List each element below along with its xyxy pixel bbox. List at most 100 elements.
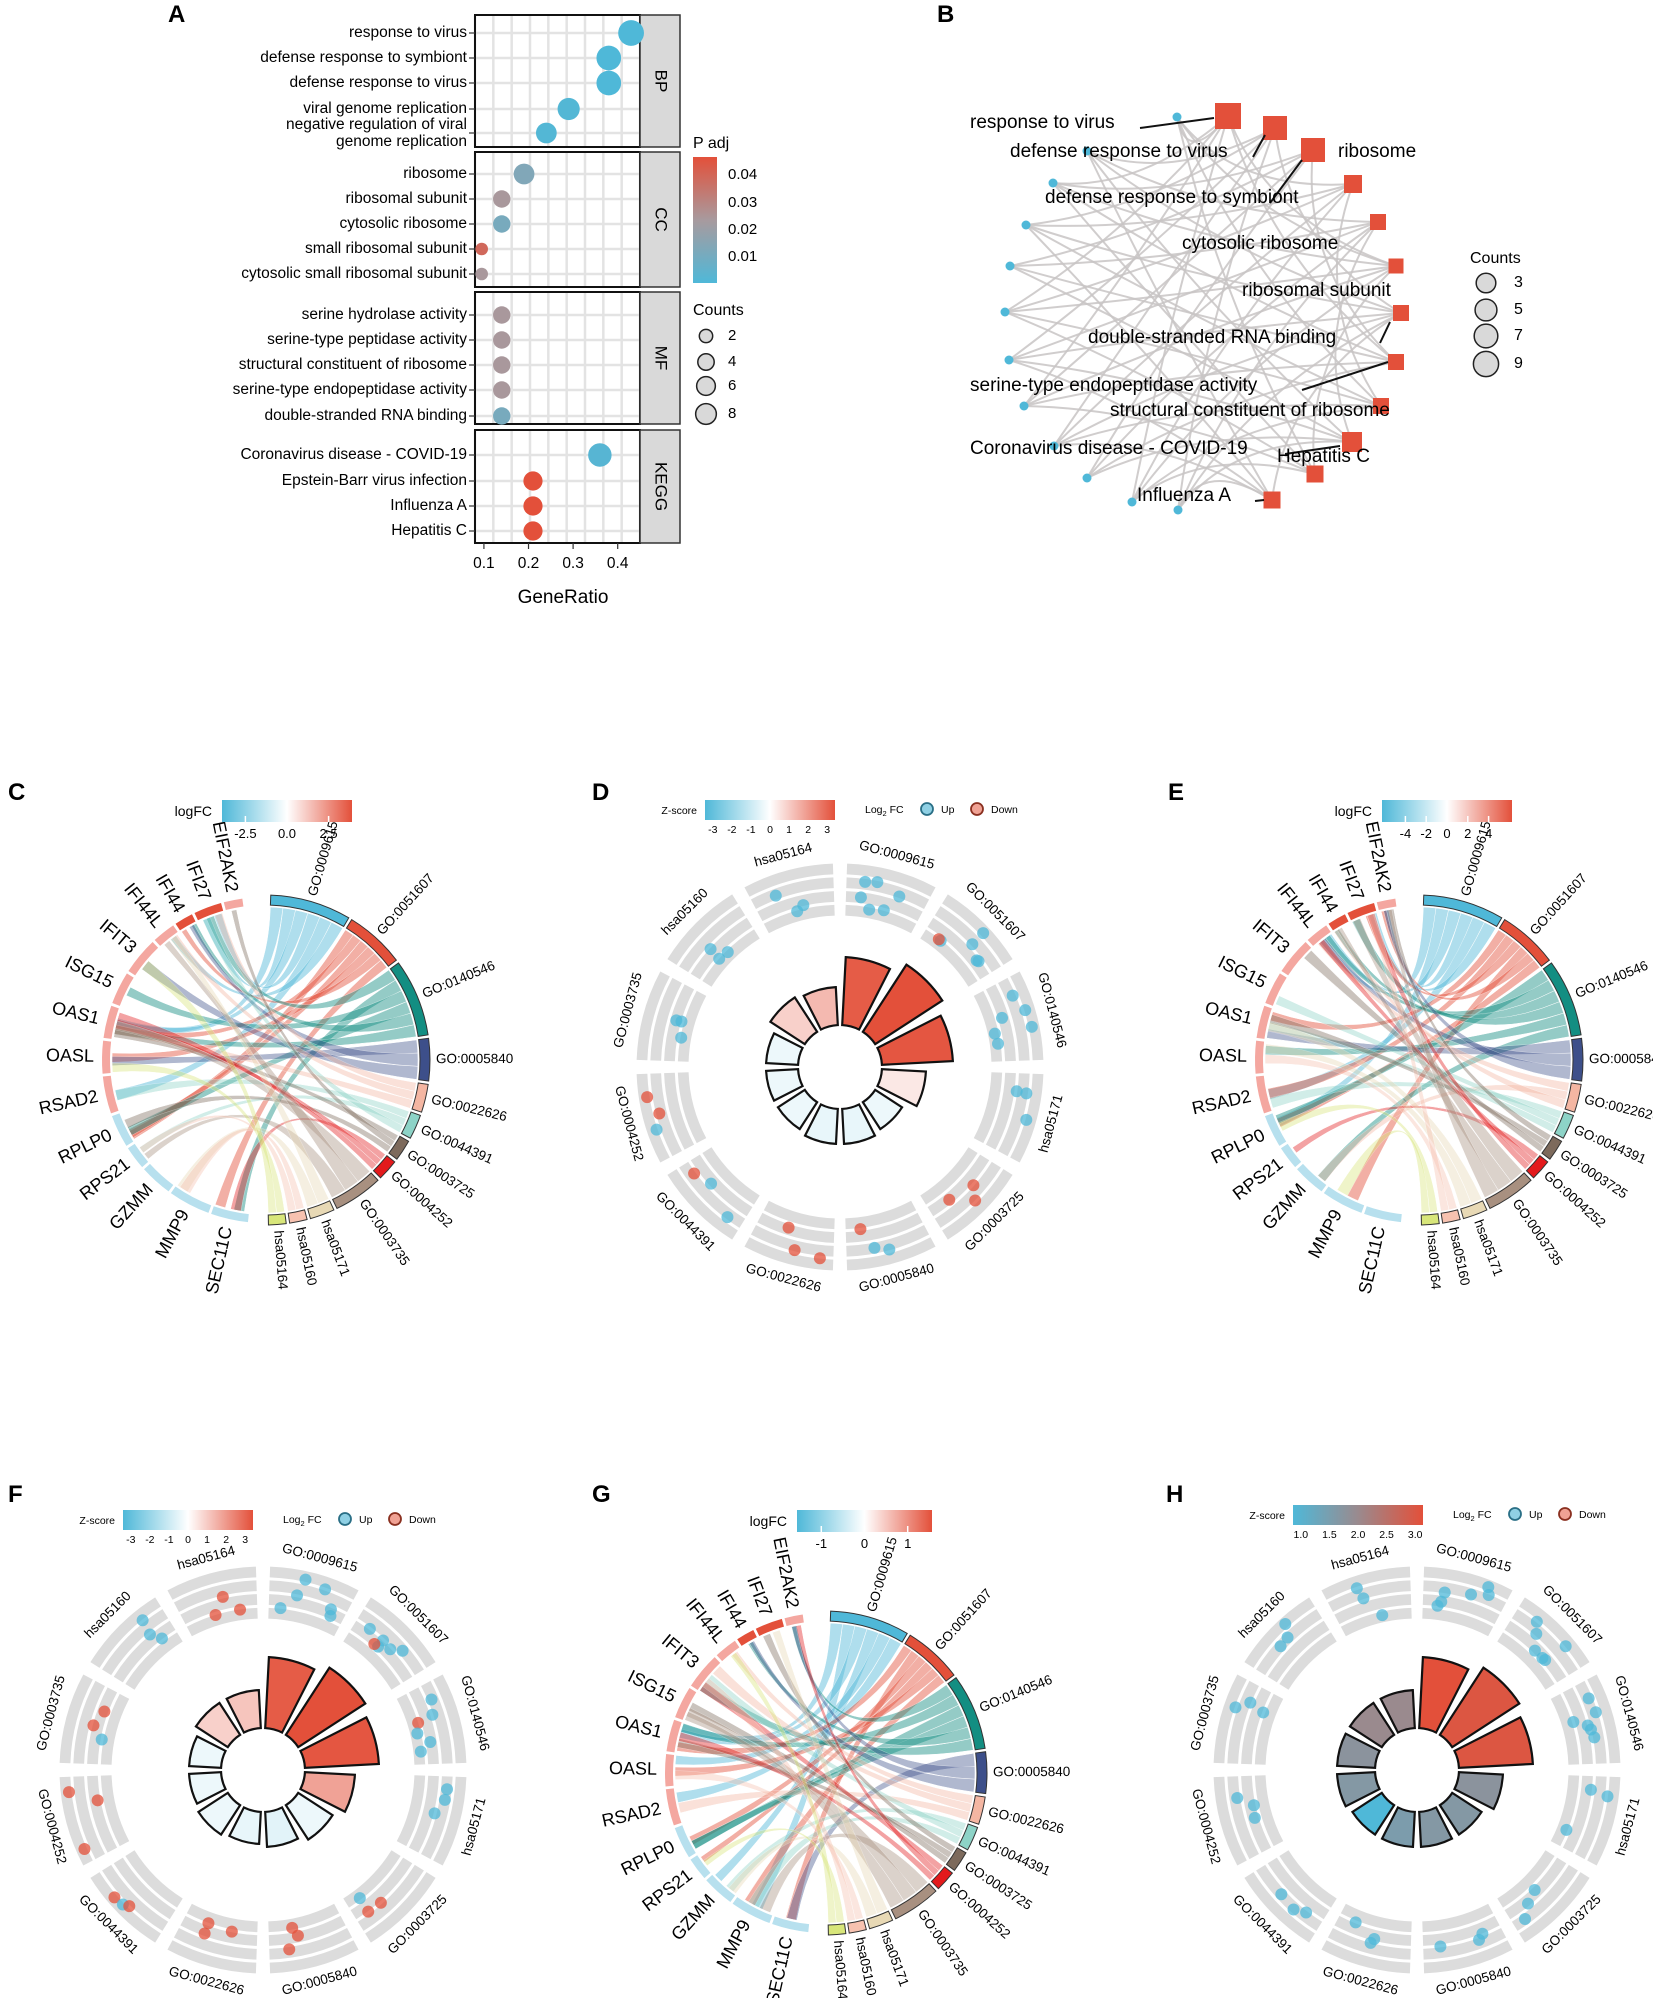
colorbar-tick-label: 0 [861,1536,868,1551]
term-label: hsa05160 [853,1936,880,1997]
gene-dot [95,1733,108,1746]
legend-down-marker [1558,1507,1572,1521]
gene-dot [713,952,726,965]
chord-ribbon [1333,928,1567,1109]
dot-cc [475,267,488,281]
track-band [1244,1872,1315,1943]
gene-node [1048,178,1058,188]
z-score-bar [196,1791,242,1837]
track-band [846,863,936,897]
network-edge [1052,182,1397,267]
gene-dot [1567,1716,1580,1729]
track-band [357,1864,424,1931]
track-band [1587,1674,1621,1764]
legend-colorbar [1382,800,1512,822]
legend-colorbar [1293,1505,1423,1525]
gene-arc [664,1754,675,1787]
z-score-bar [802,985,839,1032]
chord-ribbon [115,906,284,1034]
gene-label: RPLP0 [618,1836,678,1879]
gene-label: RSAD2 [37,1086,100,1118]
chord-ribbon [749,1640,976,1793]
network-edge [1086,150,1402,314]
gene-node [1173,505,1183,515]
term-label: ribosomal subunit [346,190,468,207]
track-band [664,1072,695,1150]
gene-dot [1300,1906,1313,1919]
gene-arc [706,1874,736,1902]
gene-dot [1465,1588,1478,1601]
colorbar-tick-label: 3.0 [1408,1529,1423,1541]
gene-dot [384,1643,397,1656]
gene-arc [1280,1143,1302,1168]
term-arc [904,1634,955,1682]
legend-title-zscore: Z-score [1249,1510,1285,1522]
term-label: negative regulation of viral [286,116,467,133]
chord-ribbon [1334,928,1560,1021]
chord-ribbon [772,1629,888,1914]
z-score-bar [225,1688,262,1735]
term-arc [1484,1172,1532,1210]
chord-ribbon [1269,1081,1563,1119]
gene-arc [772,1916,810,1933]
track-band [846,1225,930,1257]
term-label: hsa05171 [1471,1217,1506,1278]
legend-count-circle [697,353,715,371]
chord-ribbon [1365,913,1522,997]
gene-node [1005,261,1015,271]
chord-ribbon [213,912,321,989]
gene-dot [216,1590,229,1603]
gene-dot [425,1693,438,1706]
z-score-bar [298,1771,357,1814]
chord-ribbon [181,928,382,1004]
z-score-bar [803,1102,839,1146]
facet-strip-cc [639,151,681,288]
gene-arc [690,1657,721,1690]
z-score-bar [768,995,819,1046]
gene-label: OAS1 [613,1711,664,1742]
panel-f: FGO:0009615GO:0051607GO:0140546hsa05171G… [8,1481,493,1998]
network-edge [1023,149,1314,407]
term-arc [400,1111,422,1139]
z-score-bar [861,963,944,1046]
track-band [845,1212,923,1243]
term-label: serine-type endopeptidase activity [233,381,468,398]
gene-dot [1244,1696,1257,1709]
z-score-bar [284,1791,335,1842]
gene-arc [144,1163,174,1192]
chord-ribbon [1318,906,1437,995]
network-edge [1086,150,1273,501]
gene-dot [966,938,979,951]
gene-label: ISG15 [625,1666,680,1707]
chord-ribbon [214,959,388,1209]
gene-dot [1010,1085,1023,1098]
track-band [636,971,670,1061]
track-band [650,1073,682,1157]
term-node [1342,432,1362,452]
chord-ribbon [171,934,416,1101]
gene-arc [666,1719,682,1753]
chord-ribbon [786,1752,976,1921]
legend-up-marker [1508,1507,1522,1521]
track-band [1422,1915,1500,1946]
gene-label: GZMM [1258,1179,1310,1233]
gene-label: ISG15 [62,952,117,993]
gene-dot [1350,1582,1363,1595]
z-score-bar [1348,1701,1396,1749]
gene-dot [977,927,990,940]
term-label: hsa05160 [293,1226,320,1287]
gene-node [1172,112,1182,122]
colorbar-tick-label: 0.01 [728,248,757,265]
gene-dot [1581,1719,1594,1732]
term-arc [1440,1209,1461,1224]
chord-ribbon [1292,1105,1539,1160]
x-axis-label: GeneRatio [518,587,609,608]
colorbar-tick-label: -2 [1420,826,1432,841]
gene-dot [675,1031,688,1044]
colorbar-tick-label: 0.04 [728,166,757,183]
gene-dot [155,1632,168,1645]
term-node-label: ribosomal subunit [1242,280,1392,301]
legend-colorbar [123,1510,253,1530]
network-edge [1176,116,1316,475]
chord-ribbon [674,1770,864,1921]
